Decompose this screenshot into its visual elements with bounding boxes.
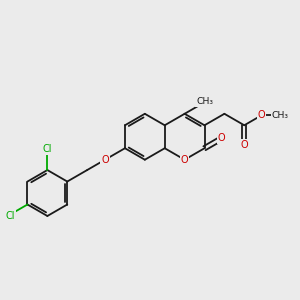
Text: CH₃: CH₃ bbox=[271, 111, 288, 120]
Text: O: O bbox=[258, 110, 266, 120]
Text: O: O bbox=[218, 134, 225, 143]
Text: O: O bbox=[101, 155, 109, 165]
Text: Cl: Cl bbox=[43, 144, 52, 154]
Text: Cl: Cl bbox=[6, 211, 15, 221]
Text: O: O bbox=[181, 155, 188, 165]
Text: CH₃: CH₃ bbox=[196, 97, 213, 106]
Text: O: O bbox=[241, 140, 248, 150]
